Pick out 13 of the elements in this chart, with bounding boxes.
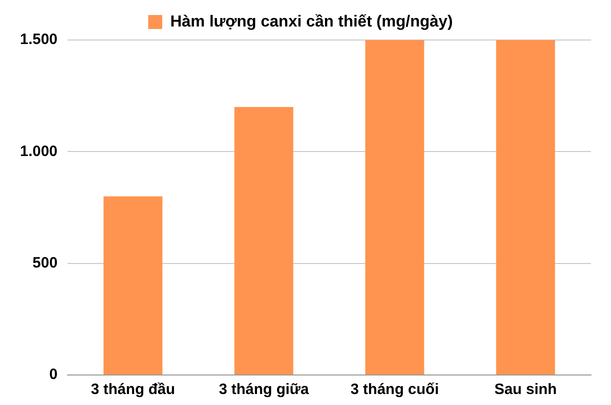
bar — [234, 107, 294, 374]
x-tick-label: 3 tháng giữa — [218, 381, 310, 398]
x-tick-label: 3 tháng đầu — [90, 381, 176, 398]
y-tick-label: 1.500 — [20, 31, 58, 48]
y-tick-label: 1.000 — [20, 142, 58, 160]
x-tick-label: 3 tháng cuối — [350, 381, 439, 398]
x-tick-label: Sau sinh — [494, 381, 557, 398]
y-tick-label: 500 — [32, 254, 58, 272]
bar — [496, 40, 556, 374]
bar — [365, 40, 424, 374]
y-tick-label: 0 — [49, 366, 58, 384]
legend-label: Hàm lượng canxi cần thiết (mg/ngày) — [170, 13, 453, 30]
bar — [104, 196, 162, 374]
